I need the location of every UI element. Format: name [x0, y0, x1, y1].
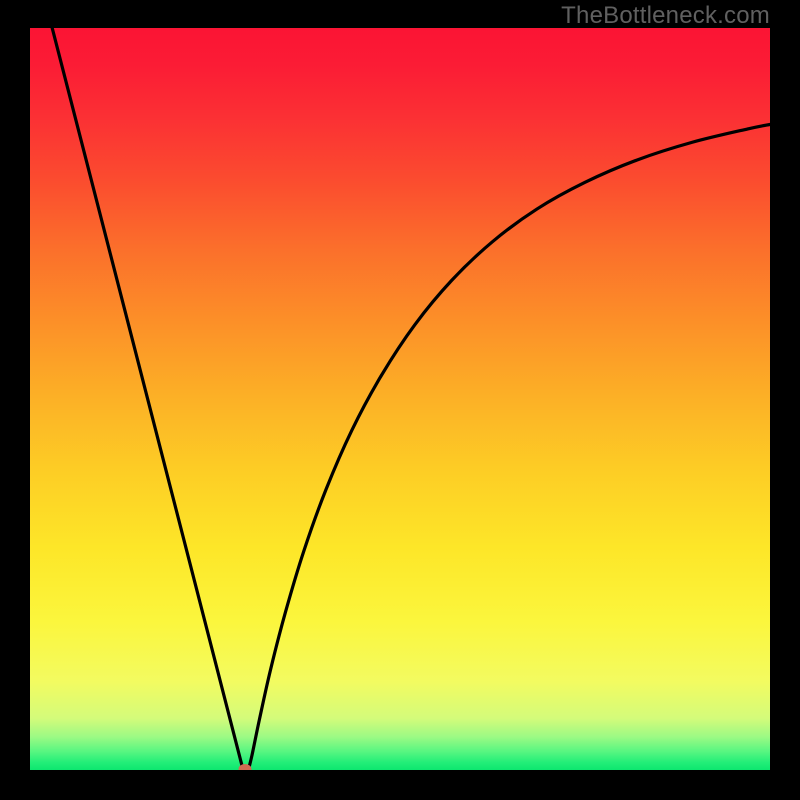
bottleneck-curve	[30, 28, 770, 770]
plot-area	[30, 28, 770, 770]
watermark-text: TheBottleneck.com	[561, 2, 770, 30]
chart-frame: TheBottleneck.com	[0, 0, 800, 800]
frame-border-left	[0, 0, 30, 800]
frame-border-bottom	[0, 770, 800, 800]
curve-left-branch	[52, 28, 243, 770]
curve-right-branch	[248, 124, 770, 770]
frame-border-right	[770, 0, 800, 800]
